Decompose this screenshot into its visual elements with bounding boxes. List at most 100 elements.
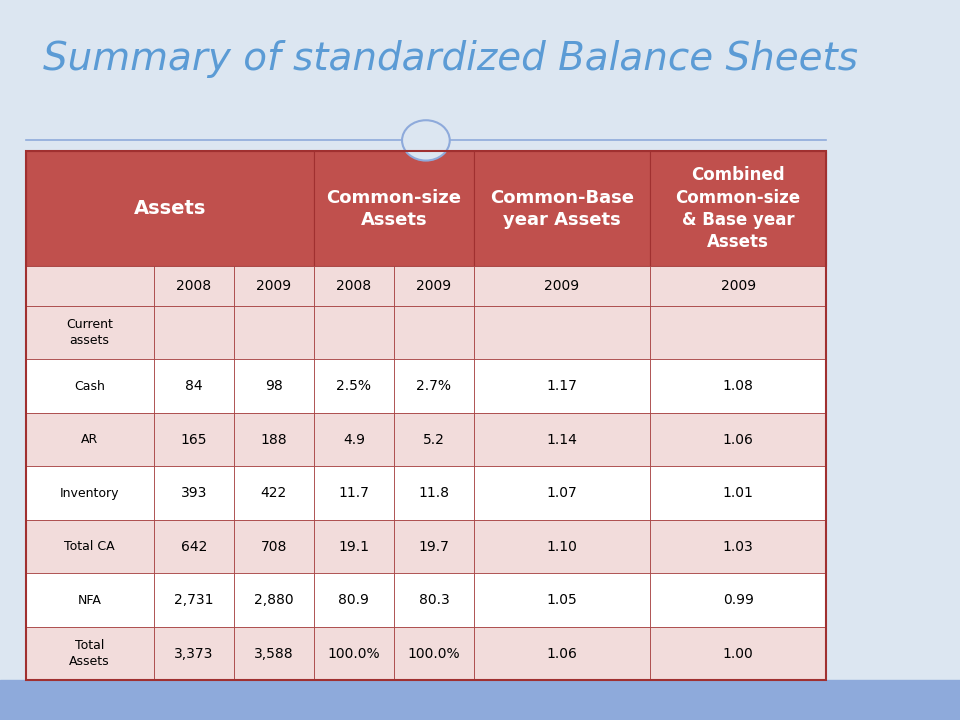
Text: 5.2: 5.2 xyxy=(423,433,444,446)
Text: 1.05: 1.05 xyxy=(546,593,577,607)
Bar xyxy=(154,520,233,573)
Text: Common-Base
year Assets: Common-Base year Assets xyxy=(490,189,634,229)
Bar xyxy=(26,413,154,467)
Bar xyxy=(314,573,394,627)
Bar xyxy=(26,627,154,680)
Text: 165: 165 xyxy=(180,433,207,446)
Bar xyxy=(394,306,474,359)
Bar xyxy=(314,151,474,266)
Bar xyxy=(314,306,394,359)
Bar xyxy=(650,266,827,306)
Text: 4.9: 4.9 xyxy=(343,433,365,446)
Bar xyxy=(650,627,827,680)
Text: 80.9: 80.9 xyxy=(339,593,370,607)
Bar xyxy=(650,573,827,627)
Text: Assets: Assets xyxy=(133,199,205,218)
Bar xyxy=(26,151,314,266)
Text: Common-size
Assets: Common-size Assets xyxy=(326,189,462,229)
Text: 2009: 2009 xyxy=(417,279,451,293)
Bar xyxy=(26,266,154,306)
Bar xyxy=(314,359,394,413)
Bar xyxy=(650,413,827,467)
Text: 100.0%: 100.0% xyxy=(408,647,460,661)
Text: 1.08: 1.08 xyxy=(723,379,754,393)
Text: 2.5%: 2.5% xyxy=(336,379,372,393)
Circle shape xyxy=(402,120,449,161)
Text: 100.0%: 100.0% xyxy=(327,647,380,661)
Bar xyxy=(650,467,827,520)
Bar xyxy=(26,151,827,680)
Bar xyxy=(154,359,233,413)
Text: 19.1: 19.1 xyxy=(338,540,370,554)
Text: 1.10: 1.10 xyxy=(546,540,578,554)
Text: 2008: 2008 xyxy=(336,279,372,293)
Text: Combined
Common-size
& Base year
Assets: Combined Common-size & Base year Assets xyxy=(676,166,801,251)
Bar xyxy=(394,266,474,306)
Bar xyxy=(233,573,314,627)
Bar xyxy=(394,573,474,627)
Text: 1.06: 1.06 xyxy=(546,647,578,661)
Text: 80.3: 80.3 xyxy=(419,593,449,607)
Text: 642: 642 xyxy=(180,540,207,554)
Bar xyxy=(154,266,233,306)
Bar xyxy=(314,413,394,467)
Bar xyxy=(650,359,827,413)
Bar xyxy=(394,413,474,467)
Text: 2.7%: 2.7% xyxy=(417,379,451,393)
Text: Summary of standardized Balance Sheets: Summary of standardized Balance Sheets xyxy=(42,40,857,78)
Text: 708: 708 xyxy=(260,540,287,554)
Text: 2009: 2009 xyxy=(256,279,291,293)
Bar xyxy=(474,151,650,266)
Bar xyxy=(26,359,154,413)
Text: Cash: Cash xyxy=(74,379,105,392)
Bar xyxy=(474,467,650,520)
Bar xyxy=(474,306,650,359)
Bar xyxy=(233,627,314,680)
Text: 2009: 2009 xyxy=(721,279,756,293)
Text: 3,588: 3,588 xyxy=(254,647,294,661)
Text: 1.03: 1.03 xyxy=(723,540,754,554)
Text: 2,731: 2,731 xyxy=(174,593,213,607)
Bar xyxy=(26,573,154,627)
Text: 1.01: 1.01 xyxy=(723,486,754,500)
Text: 2,880: 2,880 xyxy=(254,593,294,607)
Bar xyxy=(394,520,474,573)
Bar xyxy=(394,467,474,520)
Bar xyxy=(394,627,474,680)
Bar xyxy=(650,520,827,573)
Text: 2008: 2008 xyxy=(176,279,211,293)
Text: 98: 98 xyxy=(265,379,282,393)
Text: Total
Assets: Total Assets xyxy=(69,639,110,668)
Bar xyxy=(474,413,650,467)
Text: Total CA: Total CA xyxy=(64,540,115,553)
Bar xyxy=(650,151,827,266)
Text: AR: AR xyxy=(81,433,98,446)
Text: 2009: 2009 xyxy=(544,279,580,293)
Bar xyxy=(154,627,233,680)
Bar xyxy=(154,413,233,467)
Bar xyxy=(233,359,314,413)
Text: 11.7: 11.7 xyxy=(339,486,370,500)
Bar xyxy=(474,266,650,306)
Text: 1.00: 1.00 xyxy=(723,647,754,661)
Bar xyxy=(26,306,154,359)
Bar xyxy=(474,573,650,627)
Text: 422: 422 xyxy=(261,486,287,500)
Bar xyxy=(26,520,154,573)
Bar xyxy=(26,467,154,520)
Text: 1.07: 1.07 xyxy=(546,486,577,500)
Bar xyxy=(314,627,394,680)
Bar xyxy=(154,467,233,520)
Bar xyxy=(314,266,394,306)
Bar xyxy=(154,573,233,627)
Bar xyxy=(314,467,394,520)
Bar xyxy=(474,520,650,573)
Text: 1.06: 1.06 xyxy=(723,433,754,446)
Bar xyxy=(650,306,827,359)
Text: 1.17: 1.17 xyxy=(546,379,578,393)
Text: Inventory: Inventory xyxy=(60,487,119,500)
Text: Current
assets: Current assets xyxy=(66,318,113,347)
Bar xyxy=(394,359,474,413)
Bar xyxy=(314,520,394,573)
Bar xyxy=(233,467,314,520)
